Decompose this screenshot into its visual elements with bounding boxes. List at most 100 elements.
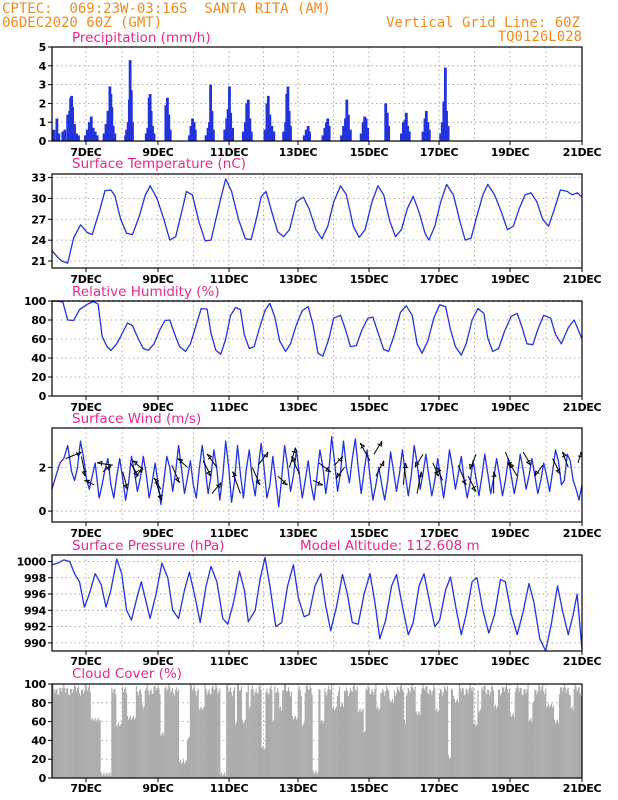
precip-bar xyxy=(272,131,276,141)
cloud-bar xyxy=(75,691,78,778)
cloud-bar xyxy=(141,704,143,778)
precip-bar xyxy=(406,125,410,141)
cloud-bar xyxy=(290,691,293,778)
cloud-bar xyxy=(242,723,244,778)
wind-arrowhead xyxy=(336,472,342,479)
cloud-bar xyxy=(88,685,90,778)
cloud-bar xyxy=(179,762,181,778)
cloud-bar xyxy=(342,706,345,778)
y-tick-label: 20 xyxy=(31,371,46,384)
cloud-bar xyxy=(498,689,500,778)
cloud-bar xyxy=(384,695,386,778)
x-tick-label: 17DEC xyxy=(420,273,459,286)
panel-title: Precipitation (mm/h) xyxy=(72,30,211,46)
plot-frame xyxy=(51,683,583,779)
precip-bar xyxy=(75,133,78,141)
cloud-bar xyxy=(93,719,95,778)
cloud-bar xyxy=(148,694,150,778)
cloud-bar xyxy=(387,688,389,778)
cloud-bar xyxy=(576,691,578,778)
x-tick-label: 19DEC xyxy=(491,782,530,795)
cloud-bar xyxy=(219,688,221,778)
panel-title: Surface Wind (m/s) xyxy=(72,411,201,427)
cloud-bar xyxy=(439,693,441,778)
wind-vector xyxy=(359,443,371,462)
wind-arrowhead xyxy=(469,463,474,470)
y-tick-label: 0 xyxy=(39,135,47,148)
cloud-bar xyxy=(132,715,135,778)
wind-arrowhead xyxy=(81,470,87,477)
wind-arrowhead xyxy=(291,447,297,454)
cloud-bar xyxy=(254,692,256,778)
cloud-bar xyxy=(175,689,177,778)
cloud-bar xyxy=(150,689,152,778)
cloud-bar xyxy=(306,684,308,778)
precip-bar xyxy=(263,129,267,141)
cloud-bar xyxy=(218,691,220,778)
cloud-bar xyxy=(381,693,383,778)
wind-arrowhead xyxy=(418,471,424,478)
x-tick-label: 17DEC xyxy=(420,146,459,159)
precip-bar xyxy=(152,133,156,141)
wind-vector xyxy=(80,456,86,477)
precip-bar xyxy=(387,125,391,141)
precip-bar xyxy=(249,131,253,141)
cloud-bar xyxy=(354,689,356,778)
y-tick-label: 80 xyxy=(31,314,46,327)
cloud-bar xyxy=(77,686,80,778)
wind-vector xyxy=(206,453,218,468)
cloud-bar xyxy=(495,704,497,778)
panel-2: Relative Humidity (%) 0 20 40 60 80 100 7DEC 9DE… xyxy=(24,284,602,414)
cloud-bar xyxy=(569,695,571,778)
cloud-bar xyxy=(519,688,521,778)
cloud-bar xyxy=(484,685,486,778)
cloud-bar xyxy=(364,731,366,778)
y-tick-label: 21 xyxy=(31,255,46,268)
precip-bar xyxy=(191,118,194,141)
cloud-bar xyxy=(457,702,459,778)
cloud-bar xyxy=(275,692,277,778)
cloud-bar xyxy=(213,690,215,778)
y-tick-label: 27 xyxy=(31,213,46,226)
cloud-bar xyxy=(554,723,557,778)
cloud-bar xyxy=(444,686,446,778)
cloud-bar xyxy=(475,726,477,778)
wind-arrowhead xyxy=(414,461,420,468)
cloud-bar xyxy=(101,776,103,778)
cloud-bar xyxy=(228,692,230,778)
cloud-bar xyxy=(240,686,242,778)
cloud-bar xyxy=(286,691,288,778)
cloud-bar xyxy=(305,686,307,778)
cloud-bar xyxy=(517,687,519,778)
cloud-bar xyxy=(464,694,466,778)
precip-bar xyxy=(95,135,99,141)
cloud-bar xyxy=(526,689,528,778)
precip-bar xyxy=(89,116,93,141)
cloud-bar xyxy=(454,702,456,778)
precip-bar xyxy=(63,129,67,141)
cloud-bar xyxy=(332,708,334,778)
cloud-bar xyxy=(159,693,161,778)
cloud-bar xyxy=(54,693,56,778)
cloud-bar xyxy=(579,693,581,778)
wind-arrowhead xyxy=(359,442,366,449)
cloud-bar xyxy=(419,715,421,778)
cloud-bar xyxy=(395,692,398,778)
cloud-bar xyxy=(421,688,423,778)
cloud-bar xyxy=(541,687,543,778)
cloud-bar xyxy=(430,690,432,778)
y-tick-label: 3 xyxy=(39,79,46,92)
wind-vector xyxy=(467,475,477,492)
cloud-bar xyxy=(294,715,296,778)
cloud-bar xyxy=(361,710,363,778)
panel-title: Cloud Cover (%) xyxy=(72,666,182,682)
wind-vector xyxy=(414,453,424,468)
cloud-bar xyxy=(527,684,529,778)
cloud-bar xyxy=(291,715,294,778)
wind-vector xyxy=(211,482,222,494)
precip-bar xyxy=(245,103,249,141)
series-line xyxy=(51,178,583,264)
cloud-bar xyxy=(113,689,115,778)
cloud-bar xyxy=(355,690,357,778)
